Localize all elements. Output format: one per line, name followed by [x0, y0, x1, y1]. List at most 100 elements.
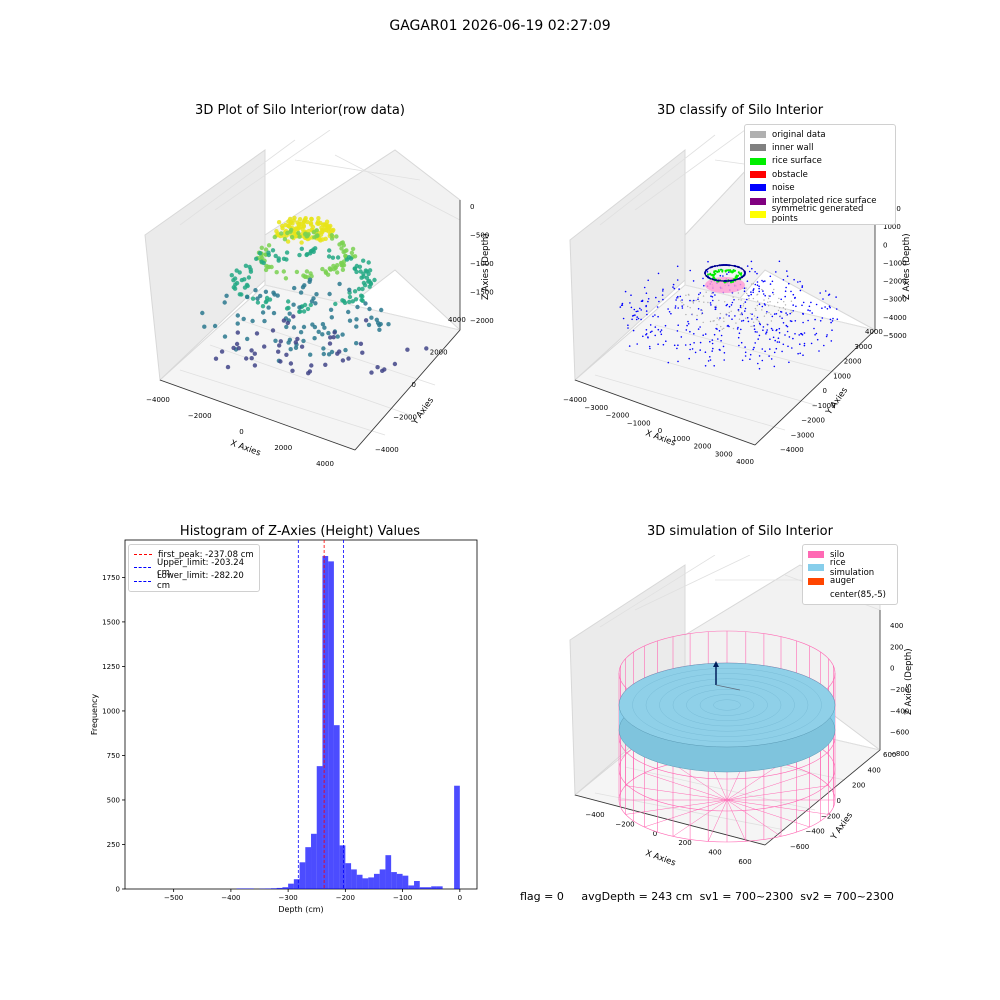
raw-data-point	[248, 269, 254, 274]
cls-x-tick-label: −4000	[563, 396, 587, 404]
raw-data-point	[298, 330, 304, 335]
raw-data-point	[219, 349, 225, 354]
cls-noise-point	[754, 342, 756, 344]
cls-noise-point	[769, 275, 772, 278]
cls-noise-point	[699, 341, 702, 344]
cls-noise-point	[661, 294, 664, 296]
sim-y-tick-label: −200	[821, 812, 840, 820]
cls-original-point	[777, 309, 780, 312]
raw-data-point	[340, 332, 345, 337]
cls-noise-point	[703, 284, 705, 287]
cls-noise-point	[689, 330, 691, 333]
cls-noise-point	[689, 269, 691, 272]
raw-data-point	[260, 310, 266, 315]
sim-y-tick-label: 200	[852, 782, 865, 790]
cls-original-point	[737, 292, 740, 294]
cls-noise-point	[774, 339, 776, 342]
cls-original-point	[725, 313, 727, 315]
raw-z-tick-label: −1000	[470, 260, 494, 268]
cls-noise-point	[764, 304, 766, 306]
cls-noise-point	[756, 281, 759, 283]
cls-noise-point	[643, 286, 646, 289]
cls-noise-point	[786, 275, 789, 277]
hist-bar	[305, 847, 312, 889]
cls-noise-point	[655, 296, 657, 299]
sim-rice-mesh-ring	[632, 668, 822, 742]
cls-noise-point	[775, 313, 778, 315]
raw-data-point	[249, 356, 254, 361]
raw-data-point	[296, 230, 301, 236]
raw-grid-line	[179, 139, 296, 226]
cls-noise-point	[697, 308, 700, 310]
raw-data-point	[254, 256, 259, 261]
cls-noise-point	[744, 301, 747, 303]
cls-noise-point	[711, 296, 714, 298]
sim-z-tick-label: 400	[890, 622, 903, 630]
cls-noise-point	[728, 315, 730, 317]
raw-data-point	[304, 269, 310, 274]
cls-noise-point	[803, 332, 806, 334]
cls-original-point	[767, 297, 770, 300]
raw-data-point	[235, 313, 240, 318]
cls-noise-point	[746, 280, 749, 282]
raw-x-tick-label: 0	[239, 428, 243, 436]
cls-noise-point	[702, 277, 704, 280]
raw-left-pane	[144, 149, 266, 382]
raw-data-point	[378, 321, 383, 327]
cls-noise-point	[711, 339, 714, 341]
raw-data-point	[344, 248, 349, 253]
cls-original-point	[723, 327, 725, 330]
hist-y-tick-label: 500	[107, 796, 120, 804]
raw-data-point	[326, 254, 332, 259]
cls-noise-point	[772, 291, 774, 294]
cls-noise-point	[677, 324, 679, 326]
cls-original-point	[765, 312, 768, 315]
hist-x-tick-label: −500	[164, 894, 183, 902]
hist-bar	[322, 556, 329, 889]
cls-rice-surface-point	[735, 274, 738, 277]
raw-data-point	[360, 294, 365, 299]
cls-original-point	[778, 307, 781, 309]
raw-data-point	[369, 370, 374, 375]
raw-data-point	[250, 296, 256, 301]
cls-noise-point	[674, 305, 677, 307]
cls-rice-surface-point	[740, 272, 743, 275]
cls-original-point	[730, 310, 732, 312]
cls-noise-point	[773, 365, 776, 368]
cls-noise-point	[649, 347, 651, 350]
cls-noise-point	[681, 307, 684, 309]
sim-silo-floor-spoke	[726, 799, 810, 828]
cls-noise-point	[632, 314, 635, 317]
raw-data-point	[252, 351, 257, 356]
raw-data-point	[306, 232, 311, 237]
cls-noise-point	[746, 298, 748, 301]
cls-noise-point	[645, 329, 648, 331]
classify-panel-title: 3D classify of Silo Interior	[656, 103, 824, 118]
cls-noise-point	[753, 325, 755, 327]
cls-original-point	[738, 298, 740, 301]
raw-data-point	[307, 277, 313, 282]
cls-noise-point	[781, 350, 783, 353]
hist-x-tick-label: −400	[221, 894, 240, 902]
sim-y-tick-label: 400	[868, 766, 881, 774]
raw-data-point	[302, 302, 308, 308]
cls-grid-line	[594, 374, 786, 431]
cls-noise-point	[801, 286, 803, 288]
raw-data-point	[276, 256, 281, 261]
hist-bar	[351, 869, 357, 889]
cls-original-point	[702, 321, 704, 324]
cls-left-pane	[569, 148, 686, 382]
cls-noise-point	[777, 337, 780, 339]
cls-original-point	[677, 297, 680, 299]
cls-original-point	[755, 318, 757, 320]
raw-data-point	[331, 335, 336, 340]
cls-noise-point	[654, 314, 656, 316]
cls-y-tick-label: −1000	[812, 402, 836, 410]
sim-rice-mesh-ring	[686, 689, 768, 721]
sim-auger-line	[715, 684, 741, 691]
cls-noise-point	[742, 319, 745, 322]
raw-data-point	[291, 302, 296, 307]
cls-noise-point	[815, 303, 818, 306]
raw-data-point	[266, 305, 271, 310]
legend-label: inner wall	[772, 142, 814, 153]
